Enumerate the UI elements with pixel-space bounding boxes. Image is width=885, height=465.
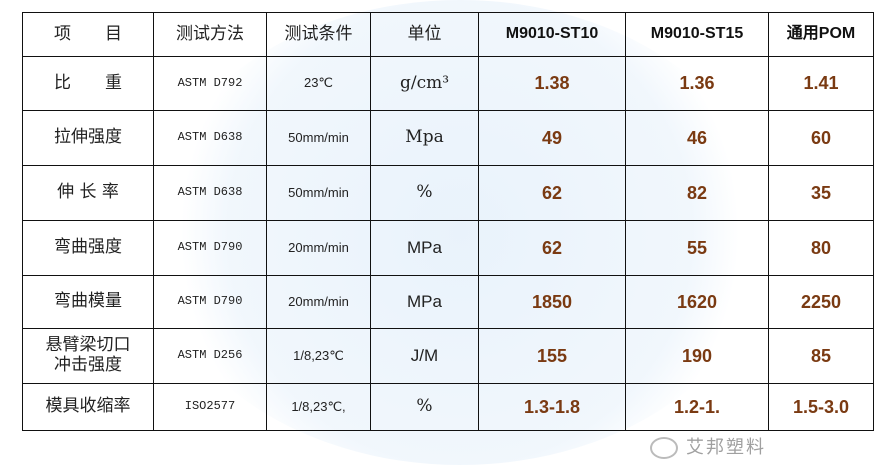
cell-condition: 1/8,23℃,: [266, 383, 371, 431]
cell-v2: 46: [625, 110, 769, 166]
header-unit: 单位: [370, 12, 479, 57]
cell-condition: 50mm/min: [266, 110, 371, 166]
cell-condition: 1/8,23℃: [266, 328, 371, 384]
cell-v1: 155: [478, 328, 626, 384]
cell-v3: 2250: [768, 275, 874, 329]
cell-v3: 85: [768, 328, 874, 384]
header-condition: 测试条件: [266, 12, 371, 57]
table-row: 伸 长 率 ASTM D638 50mm/min% 62 82 35: [22, 165, 874, 221]
header-row: 项 目 测试方法 测试条件 单位 M9010-ST10 M9010-ST15 通…: [22, 12, 874, 57]
cell-v2: 190: [625, 328, 769, 384]
properties-table: 项 目 测试方法 测试条件 单位 M9010-ST10 M9010-ST15 通…: [22, 12, 874, 431]
cell-v3: 80: [768, 220, 874, 276]
cell-item: 伸 长 率: [22, 165, 154, 221]
header-item: 项 目: [22, 12, 154, 57]
cell-item: 模具收缩率: [22, 383, 154, 431]
cell-v2: 1.36: [625, 56, 769, 111]
cell-unit: %: [370, 383, 479, 431]
brand-watermark: 艾邦塑料: [650, 435, 766, 461]
cell-v1: 62: [478, 165, 626, 221]
table-row: 弯曲强度 ASTM D790 20mm/min MPa 62 55 80: [22, 220, 874, 276]
cell-method: ASTM D638: [153, 165, 267, 221]
cell-unit: g/cm³: [370, 56, 479, 111]
cell-unit: J/M: [370, 328, 479, 384]
table-row: 悬臂梁切口 冲击强度 ASTM D256 1/8,23℃ J/M 155 190 85: [22, 328, 874, 384]
cell-v2: 55: [625, 220, 769, 276]
cell-v1: 1.38: [478, 56, 626, 111]
header-st15: M9010-ST15: [625, 12, 769, 57]
table-row: 比 重 ASTM D792 23℃ g/cm³ 1.38 1.36 1.41: [22, 56, 874, 111]
cell-unit: MPa: [370, 220, 479, 276]
cell-item: 比 重: [22, 56, 154, 111]
cell-condition: 50mm/min: [266, 165, 371, 221]
cell-v2: 1620: [625, 275, 769, 329]
cell-condition: 20mm/min: [266, 275, 371, 329]
cell-item: 弯曲模量: [22, 275, 154, 329]
cell-v1: 62: [478, 220, 626, 276]
cell-v2: 82: [625, 165, 769, 221]
cell-condition: 20mm/min: [266, 220, 371, 276]
cell-v1: 1850: [478, 275, 626, 329]
table-row: 弯曲模量 ASTM D790 20mm/min MPa 1850 1620 2250: [22, 275, 874, 329]
cell-method: ASTM D790: [153, 275, 267, 329]
cell-v3: 60: [768, 110, 874, 166]
header-st10: M9010-ST10: [478, 12, 626, 57]
cell-v2: 1.2-1.: [625, 383, 769, 431]
cell-method: ASTM D790: [153, 220, 267, 276]
wechat-icon: [650, 437, 678, 459]
cell-v1: 49: [478, 110, 626, 166]
cell-v3: 1.5-3.0: [768, 383, 874, 431]
cell-v3: 35: [768, 165, 874, 221]
header-pom: 通用POM: [768, 12, 874, 57]
table-row: 模具收缩率 ISO2577 1/8,23℃,% 1.3-1.8 1.2-1. 1.5-3.…: [22, 383, 874, 431]
cell-item: 悬臂梁切口 冲击强度: [22, 328, 154, 384]
cell-method: ASTM D256: [153, 328, 267, 384]
cell-v3: 1.41: [768, 56, 874, 111]
cell-method: ISO2577: [153, 383, 267, 431]
cell-method: ASTM D638: [153, 110, 267, 166]
table-row: 拉伸强度 ASTM D638 50mm/min Mpa 49 46 60: [22, 110, 874, 166]
header-method: 测试方法: [153, 12, 267, 57]
cell-unit: %: [370, 165, 479, 221]
cell-unit: Mpa: [370, 110, 479, 166]
cell-v1: 1.3-1.8: [478, 383, 626, 431]
brand-text: 艾邦塑料: [686, 437, 766, 458]
cell-condition: 23℃: [266, 56, 371, 111]
cell-method: ASTM D792: [153, 56, 267, 111]
cell-item: 弯曲强度: [22, 220, 154, 276]
cell-item: 拉伸强度: [22, 110, 154, 166]
cell-unit: MPa: [370, 275, 479, 329]
